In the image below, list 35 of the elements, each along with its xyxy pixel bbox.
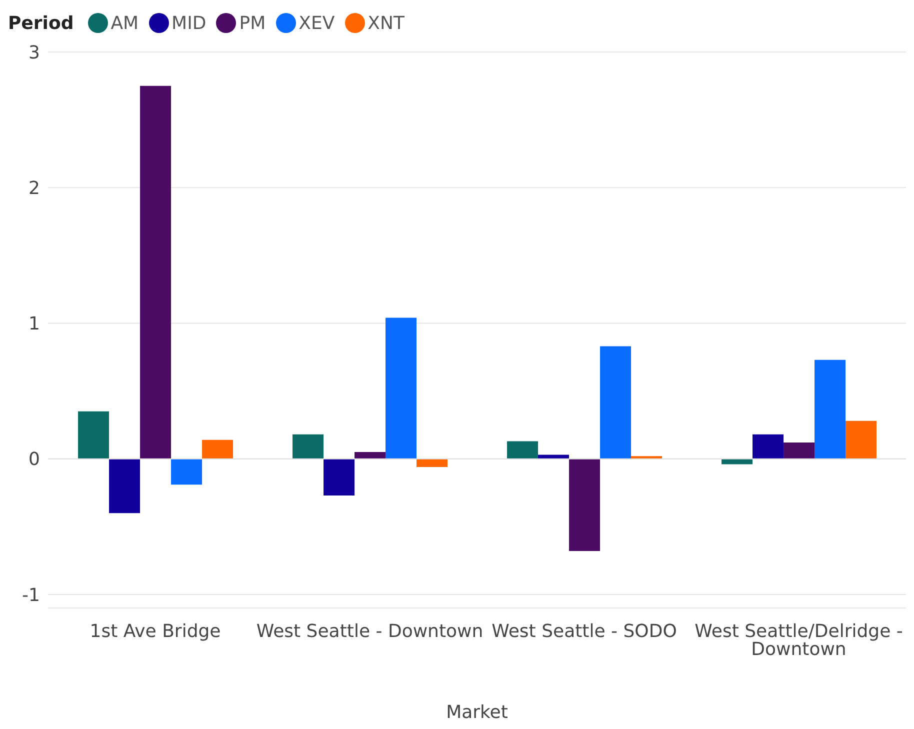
y-tick-label: -1 [22, 584, 40, 606]
legend-label: XNT [366, 12, 404, 34]
bar [78, 411, 110, 459]
y-tick-label: 3 [28, 42, 40, 64]
x-tick-label: West Seattle/Delridge - Downtown [694, 620, 903, 660]
x-axis-title: Market [446, 702, 508, 723]
bar [140, 86, 172, 459]
bar [292, 434, 324, 459]
legend-label: XEV [298, 12, 335, 34]
y-tick-label: 1 [28, 314, 40, 335]
legend-label: AM [110, 12, 139, 34]
bar [784, 442, 815, 459]
x-tick-label: West Seattle - SODO [492, 620, 677, 642]
bar [386, 318, 417, 459]
legend-title: Period [8, 12, 74, 34]
bar [324, 458, 355, 496]
x-tick-label: West Seattle - Downtown [256, 620, 484, 642]
bar [846, 420, 877, 459]
bar [722, 458, 753, 464]
bar [202, 440, 234, 459]
bar [354, 452, 386, 459]
bar [109, 458, 140, 514]
bar [416, 458, 448, 467]
bar [171, 458, 202, 485]
bar [631, 456, 662, 459]
legend-label: PM [238, 12, 266, 34]
bar [752, 434, 784, 459]
y-tick-label: 0 [28, 449, 40, 470]
x-tick-label: 1st Ave Bridge [90, 620, 221, 642]
bar [814, 360, 846, 459]
bar [507, 441, 538, 459]
y-tick-label: 2 [28, 178, 40, 199]
bar [600, 346, 632, 459]
bar [569, 458, 600, 552]
legend-label: MID [170, 12, 206, 34]
